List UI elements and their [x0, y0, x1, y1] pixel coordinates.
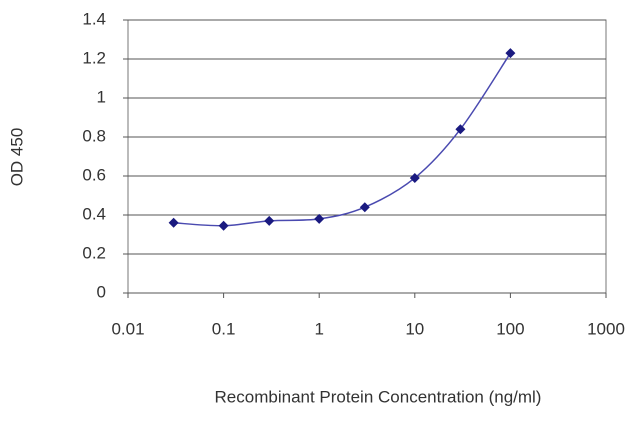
- x-tick-label: 1: [314, 319, 323, 338]
- x-tick-label: 100: [496, 319, 524, 338]
- fit-curve: [173, 52, 512, 227]
- y-tick-label: 0.8: [82, 126, 106, 145]
- y-tick-label: 0: [97, 282, 106, 301]
- data-point: [314, 213, 325, 224]
- x-tick-label: 1000: [587, 319, 625, 338]
- data-point: [505, 48, 516, 59]
- data-point: [218, 220, 229, 231]
- y-axis-label: OD 450: [7, 128, 26, 187]
- data-point: [359, 202, 370, 213]
- x-tick-label: 10: [405, 319, 424, 338]
- y-tick-label: 1.4: [82, 9, 106, 28]
- plot-frame: [127, 19, 607, 294]
- x-tick-label: 0.01: [111, 319, 144, 338]
- data-point: [455, 124, 466, 135]
- x-tick-label: 0.1: [212, 319, 236, 338]
- x-axis-label: Recombinant Protein Concentration (ng/ml…: [215, 387, 542, 406]
- y-tick-label: 1: [97, 87, 106, 106]
- y-tick-label: 0.2: [82, 243, 106, 262]
- y-tick-label: 0.4: [82, 204, 106, 223]
- y-tick-label: 1.2: [82, 48, 106, 67]
- data-point: [168, 217, 179, 228]
- data-point: [264, 215, 275, 226]
- data-point: [409, 172, 420, 183]
- y-tick-label: 0.6: [82, 165, 106, 184]
